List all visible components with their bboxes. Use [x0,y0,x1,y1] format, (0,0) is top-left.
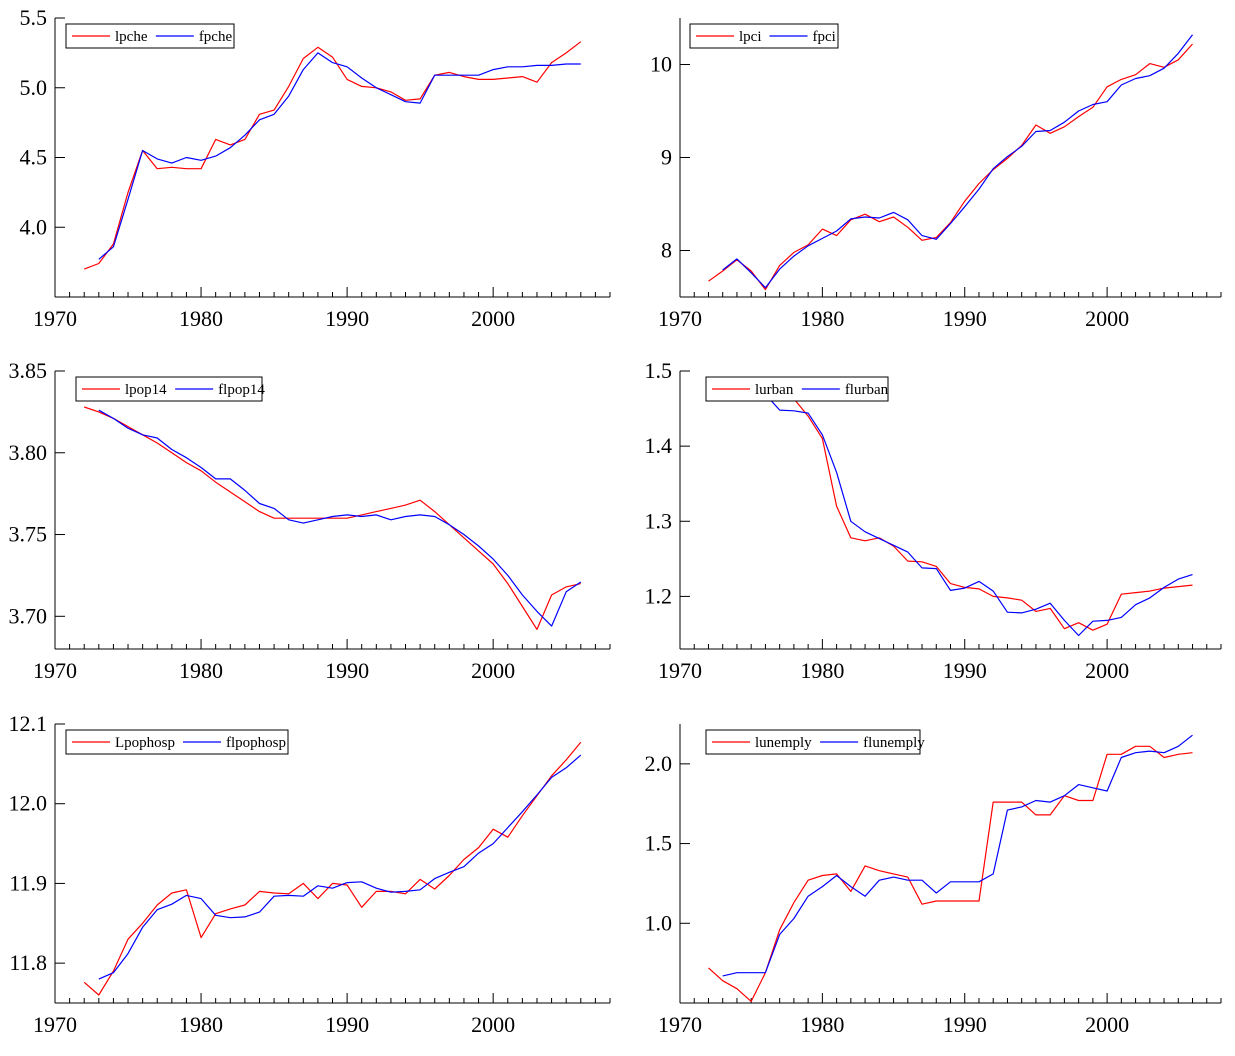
x-tick-label: 1990 [943,658,987,683]
series-line-flurban [722,389,1193,637]
legend-label-flurban: flurban [845,382,889,398]
x-tick-label: 2000 [471,1012,515,1037]
y-tick-label: 1.2 [645,583,673,608]
series-line-lpche [83,41,582,270]
chart-panel-2: 1970 1980 1990 2000 8 9 10 lpci fpci [650,18,1222,331]
legend: lpci fpci [689,23,839,49]
series-line-Lpophosp [83,741,582,996]
y-tick-label: 1.0 [645,910,673,935]
legend-label-lurban: lurban [755,382,794,398]
y-tick-label: 1.3 [645,508,673,533]
x-tick-label: 1980 [179,658,223,683]
y-tick-label: 1.5 [645,358,673,383]
y-tick-label: 3.70 [9,603,48,628]
legend-label-lpci: lpci [739,29,762,45]
x-tick-label: 1990 [943,1012,987,1037]
x-tick-label: 1980 [800,306,844,331]
chart-panel-4: 1970 1980 1990 2000 1.2 1.3 1.4 1.5 lurban flurba… [645,358,1222,683]
y-tick-label: 12.0 [9,791,48,816]
x-tick-label: 1990 [943,306,987,331]
x-tick-label: 1980 [800,658,844,683]
series-line-fpci [722,34,1193,289]
y-tick-label: 12.1 [9,711,48,736]
y-tick-label: 3.80 [9,440,48,465]
x-tick-label: 1990 [325,1012,369,1037]
x-tick-label: 2000 [1085,306,1129,331]
legend: Lpophosp flpophosp [65,729,289,755]
legend-label-flunemply: flunemply [863,735,925,751]
x-tick-label: 1990 [325,306,369,331]
y-tick-label: 2.0 [645,751,673,776]
series-line-lpci [708,43,1193,291]
chart-panel-5: 1970 1980 1990 2000 11.8 11.9 12.0 12.1 Lpophosp… [9,711,611,1037]
series-line-flpophosp [98,754,582,980]
x-tick-label: 2000 [1085,658,1129,683]
chart-panel-1: 1970 1980 1990 2000 4.0 4.5 5.0 5.5 lpche fpche [20,5,611,331]
legend-label-fpche: fpche [199,29,233,45]
x-tick-label: 2000 [1085,1012,1129,1037]
y-tick-label: 11.9 [9,870,47,895]
series-line-lpop14 [84,406,581,631]
y-tick-label: 4.5 [20,145,48,170]
legend-label-Lpophosp: Lpophosp [115,735,175,751]
legend-label-flpophosp: flpophosp [226,735,286,751]
y-tick-label: 10 [650,52,672,77]
x-tick-label: 2000 [471,658,515,683]
chart-panel-6: 1970 1980 1990 2000 1.0 1.5 2.0 lunemply flunemp… [645,724,1222,1037]
x-tick-label: 1980 [179,1012,223,1037]
series-line-fpche [98,52,581,260]
x-tick-label: 1970 [33,1012,77,1037]
y-tick-label: 5.5 [20,5,48,30]
legend-label-lpop14: lpop14 [125,382,167,398]
legend-label-fpci: fpci [813,29,836,45]
series-line-lunemply [708,745,1193,1003]
legend-label-lpche: lpche [115,29,148,45]
x-tick-label: 1980 [179,306,223,331]
y-tick-label: 5.0 [20,75,48,100]
legend: lpop14 flpop14 [75,376,265,402]
x-tick-label: 2000 [471,306,515,331]
x-tick-label: 1980 [800,1012,844,1037]
x-tick-label: 1970 [658,306,702,331]
x-tick-label: 1990 [325,658,369,683]
legend: lpche fpche [65,23,235,49]
series-line-flunemply [722,734,1193,977]
y-tick-label: 11.8 [9,950,47,975]
y-tick-label: 9 [661,145,672,170]
legend-label-lunemply: lunemply [755,735,812,751]
x-tick-label: 1970 [658,1012,702,1037]
series-line-lurban [708,379,1193,631]
legend-label-flpop14: flpop14 [218,382,265,398]
y-tick-label: 8 [661,238,672,263]
legend: lunemply flunemply [705,729,925,755]
x-tick-label: 1970 [33,306,77,331]
y-tick-label: 4.0 [20,214,48,239]
y-tick-label: 1.5 [645,831,673,856]
legend: lurban flurban [705,376,889,402]
chart-panel-3: 1970 1980 1990 2000 3.70 3.75 3.80 3.85 lpop14 fl… [9,358,611,683]
y-tick-label: 1.4 [645,433,673,458]
series-line-flpop14 [98,409,582,627]
x-tick-label: 1970 [33,658,77,683]
x-tick-label: 1970 [658,658,702,683]
y-tick-label: 3.85 [9,358,48,383]
y-tick-label: 3.75 [9,522,48,547]
